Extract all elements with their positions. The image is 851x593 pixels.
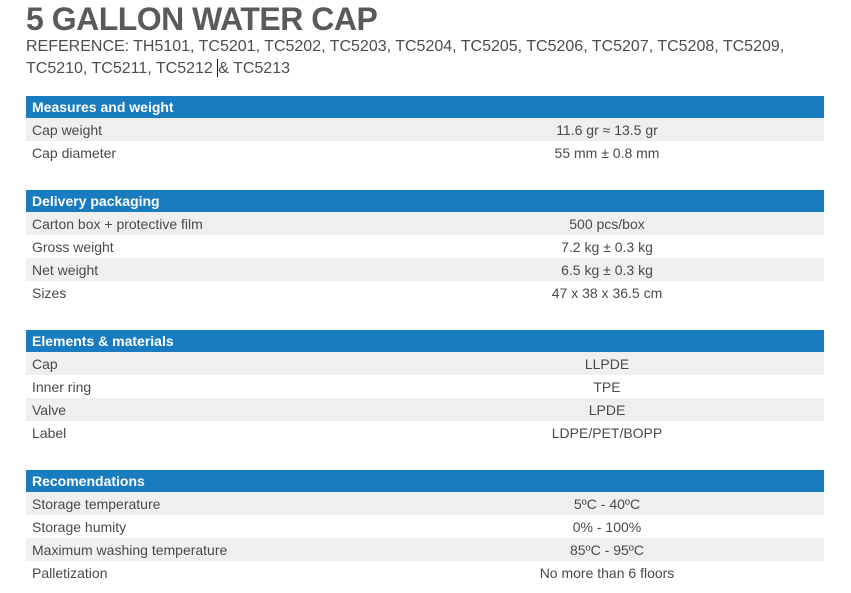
table-row: Net weight 6.5 kg ± 0.3 kg bbox=[26, 258, 824, 281]
section-title: Delivery packaging bbox=[32, 193, 160, 209]
section-rows: Cap weight 11.6 gr ≈ 13.5 gr Cap diamete… bbox=[26, 118, 824, 164]
row-label: Carton box + protective film bbox=[32, 215, 203, 232]
section-recomendations: Recomendations Storage temperature 5ºC -… bbox=[26, 470, 824, 584]
section-title: Elements & materials bbox=[32, 333, 174, 349]
row-label: Cap bbox=[32, 355, 58, 372]
row-label: Label bbox=[32, 424, 67, 441]
table-row: Valve LPDE bbox=[26, 398, 824, 421]
section-measures-and-weight: Measures and weight Cap weight 11.6 gr ≈… bbox=[26, 96, 824, 164]
reference-line: REFERENCE: TH5101, TC5201, TC5202, TC5203… bbox=[26, 36, 836, 80]
section-title: Measures and weight bbox=[32, 99, 174, 115]
table-row: Carton box + protective film 500 pcs/box bbox=[26, 212, 824, 235]
row-value: TPE bbox=[593, 378, 621, 395]
page-title: 5 GALLON WATER CAP bbox=[26, 1, 378, 37]
text-cursor bbox=[217, 59, 219, 77]
table-row: Maximum washing temperature 85ºC - 95ºC bbox=[26, 538, 824, 561]
section-title: Recomendations bbox=[32, 473, 145, 489]
row-value: 11.6 gr ≈ 13.5 gr bbox=[556, 121, 658, 138]
row-value: 500 pcs/box bbox=[569, 215, 645, 232]
row-label: Storage temperature bbox=[32, 495, 161, 512]
table-row: Cap LLPDE bbox=[26, 352, 824, 375]
section-header: Delivery packaging bbox=[26, 190, 824, 212]
section-elements-and-materials: Elements & materials Cap LLPDE Inner rin… bbox=[26, 330, 824, 444]
table-row: Cap weight 11.6 gr ≈ 13.5 gr bbox=[26, 118, 824, 141]
row-value: 7.2 kg ± 0.3 kg bbox=[561, 238, 653, 255]
table-row: Sizes 47 x 38 x 36.5 cm bbox=[26, 281, 824, 304]
reference-codes: TH5101, TC5201, TC5202, TC5203, TC5204, … bbox=[26, 38, 785, 77]
table-row: Palletization No more than 6 floors bbox=[26, 561, 824, 584]
reference-label: REFERENCE: bbox=[26, 38, 130, 55]
row-label: Valve bbox=[32, 401, 66, 418]
row-label: Net weight bbox=[32, 261, 99, 278]
row-label: Maximum washing temperature bbox=[32, 541, 228, 558]
row-value: 85ºC - 95ºC bbox=[569, 541, 645, 558]
row-value: 0% - 100% bbox=[572, 518, 642, 535]
row-label: Inner ring bbox=[32, 378, 92, 395]
row-value: 47 x 38 x 36.5 cm bbox=[551, 284, 663, 301]
section-header: Recomendations bbox=[26, 470, 824, 492]
row-value: No more than 6 floors bbox=[539, 564, 675, 581]
section-rows: Carton box + protective film 500 pcs/box… bbox=[26, 212, 824, 304]
row-label: Cap weight bbox=[32, 121, 103, 138]
table-row: Label LDPE/PET/BOPP bbox=[26, 421, 824, 444]
table-row: Storage humity 0% - 100% bbox=[26, 515, 824, 538]
table-row: Gross weight 7.2 kg ± 0.3 kg bbox=[26, 235, 824, 258]
table-row: Cap diameter 55 mm ± 0.8 mm bbox=[26, 141, 824, 164]
row-value: 5ºC - 40ºC bbox=[573, 495, 641, 512]
row-label: Storage humity bbox=[32, 518, 127, 535]
section-header: Measures and weight bbox=[26, 96, 824, 118]
table-row: Inner ring TPE bbox=[26, 375, 824, 398]
section-rows: Storage temperature 5ºC - 40ºC Storage h… bbox=[26, 492, 824, 584]
row-label: Sizes bbox=[32, 284, 67, 301]
section-delivery-packaging: Delivery packaging Carton box + protecti… bbox=[26, 190, 824, 304]
row-value: LLPDE bbox=[584, 355, 630, 372]
row-label: Cap diameter bbox=[32, 144, 117, 161]
row-value: 6.5 kg ± 0.3 kg bbox=[561, 261, 653, 278]
row-value: LDPE/PET/BOPP bbox=[551, 424, 663, 441]
section-header: Elements & materials bbox=[26, 330, 824, 352]
table-row: Storage temperature 5ºC - 40ºC bbox=[26, 492, 824, 515]
row-value: 55 mm ± 0.8 mm bbox=[554, 144, 660, 161]
reference-tail: & TC5213 bbox=[218, 60, 290, 77]
section-rows: Cap LLPDE Inner ring TPE Valve LPDE Labe… bbox=[26, 352, 824, 444]
row-label: Gross weight bbox=[32, 238, 114, 255]
row-value: LPDE bbox=[588, 401, 626, 418]
row-label: Palletization bbox=[32, 564, 108, 581]
